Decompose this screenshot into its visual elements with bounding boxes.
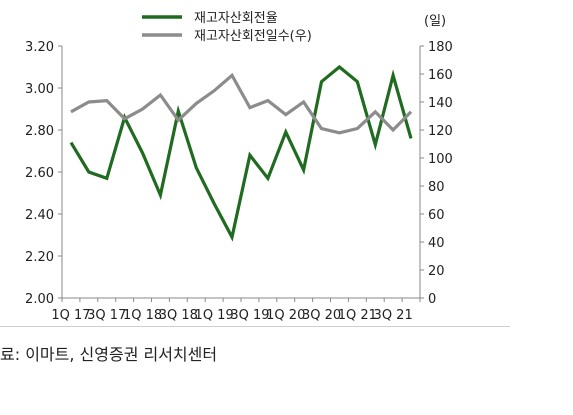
x-tick-label: 1Q 17 [51, 308, 90, 323]
left-tick-label: 2.40 [25, 208, 54, 223]
divider [0, 326, 510, 327]
x-tick-label: 3Q 20 [302, 308, 341, 323]
right-axis-unit-label: (일) [424, 14, 446, 29]
legend-label-1: 재고자산회전율 [194, 11, 278, 26]
series-line-2 [70, 72, 413, 135]
right-tick-label: 120 [428, 124, 453, 139]
series-line-1 [69, 64, 413, 242]
right-tick-label: 100 [428, 152, 453, 167]
x-tick-label: 1Q 21 [338, 308, 377, 323]
right-tick-label: 0 [428, 292, 436, 307]
x-tick-label: 1Q 18 [123, 308, 162, 323]
left-tick-label: 2.60 [25, 166, 54, 181]
left-tick-label: 2.20 [25, 250, 54, 265]
left-tick-label: 3.20 [25, 40, 54, 55]
left-y-axis: 2.00 2.20 2.40 2.60 2.80 3.00 3.20 [25, 40, 63, 307]
source-note: 료: 이마트, 신영증권 리서치센터 [0, 345, 218, 364]
x-tick-label: 3Q 21 [374, 308, 413, 323]
x-tick-label: 3Q 18 [159, 308, 198, 323]
legend-label-2: 재고자산회전일수(우) [194, 29, 312, 44]
right-tick-label: 180 [428, 40, 453, 55]
x-tick-label: 1Q 20 [266, 308, 305, 323]
right-tick-label: 140 [428, 96, 453, 111]
left-tick-label: 2.00 [25, 292, 54, 307]
series-layer [69, 64, 413, 242]
x-tick-label: 3Q 19 [230, 308, 269, 323]
right-tick-label: 160 [428, 68, 453, 83]
x-tick-label: 1Q 19 [195, 308, 234, 323]
right-tick-label: 40 [428, 236, 445, 251]
right-y-axis: 0 20 40 60 80 100 120 140 160 180 [419, 40, 453, 307]
left-tick-label: 2.80 [25, 124, 54, 139]
right-tick-label: 20 [428, 264, 445, 279]
x-tick-label: 3Q 17 [87, 308, 126, 323]
right-tick-label: 60 [428, 208, 445, 223]
right-tick-label: 80 [428, 180, 445, 195]
left-tick-label: 3.00 [25, 82, 54, 97]
